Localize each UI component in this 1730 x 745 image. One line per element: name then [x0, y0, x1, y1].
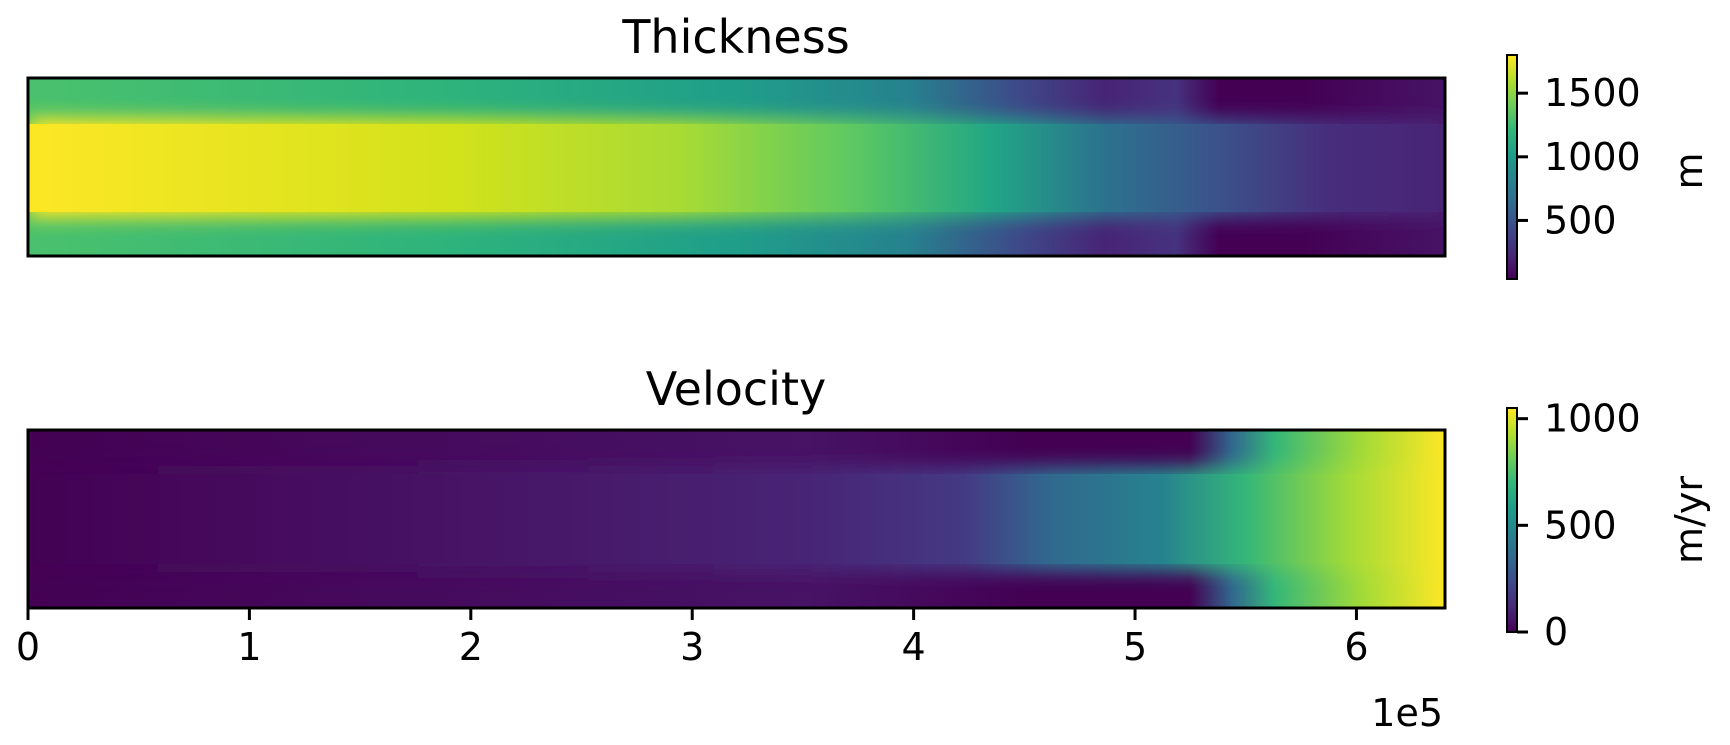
colorbar-tick-label: 1000 — [1544, 397, 1641, 441]
thickness-colorbar: 500 1000 1500 m — [1506, 54, 1711, 280]
thickness-colorbar-ticks: 500 1000 1500 — [1517, 71, 1641, 242]
thickness-colorbar-label: m — [1667, 152, 1711, 189]
velocity-x-axis: 0 1 2 3 4 5 6 — [16, 608, 1369, 669]
velocity-panel: Velocity 0 1 2 3 4 5 6 1e5 0 500 1000 m/yr — [16, 362, 1711, 735]
x-tick-label: 4 — [902, 625, 926, 669]
thickness-title: Thickness — [621, 10, 849, 64]
thickness-heatmap — [28, 78, 1445, 256]
colorbar-tick-label: 500 — [1544, 198, 1617, 242]
colorbar-tick-label: 1000 — [1544, 135, 1641, 179]
colorbar-tick-label: 0 — [1544, 610, 1568, 654]
velocity-colorbar: 0 500 1000 m/yr — [1506, 397, 1711, 654]
velocity-center-core — [28, 474, 1445, 564]
velocity-heatmap — [28, 430, 1445, 608]
thickness-center-core — [28, 124, 1445, 212]
x-tick-label: 3 — [680, 625, 704, 669]
velocity-colorbar-fill — [1506, 407, 1518, 633]
colorbar-tick-label: 1500 — [1544, 71, 1641, 115]
thickness-colorbar-fill — [1506, 54, 1518, 280]
velocity-colorbar-ticks: 0 500 1000 — [1517, 397, 1641, 654]
velocity-colorbar-label: m/yr — [1667, 476, 1711, 564]
thickness-panel: Thickness 500 1000 1500 m — [26, 10, 1711, 280]
x-tick-label: 6 — [1344, 625, 1368, 669]
x-tick-label: 1 — [237, 625, 261, 669]
x-tick-label: 5 — [1123, 625, 1147, 669]
x-tick-label: 2 — [459, 625, 483, 669]
x-tick-label: 0 — [16, 625, 40, 669]
velocity-frame — [26, 428, 1447, 610]
colorbar-tick-label: 500 — [1544, 503, 1617, 547]
velocity-title: Velocity — [646, 362, 826, 416]
x-axis-offset-text: 1e5 — [1371, 691, 1443, 735]
thickness-frame — [26, 76, 1447, 258]
